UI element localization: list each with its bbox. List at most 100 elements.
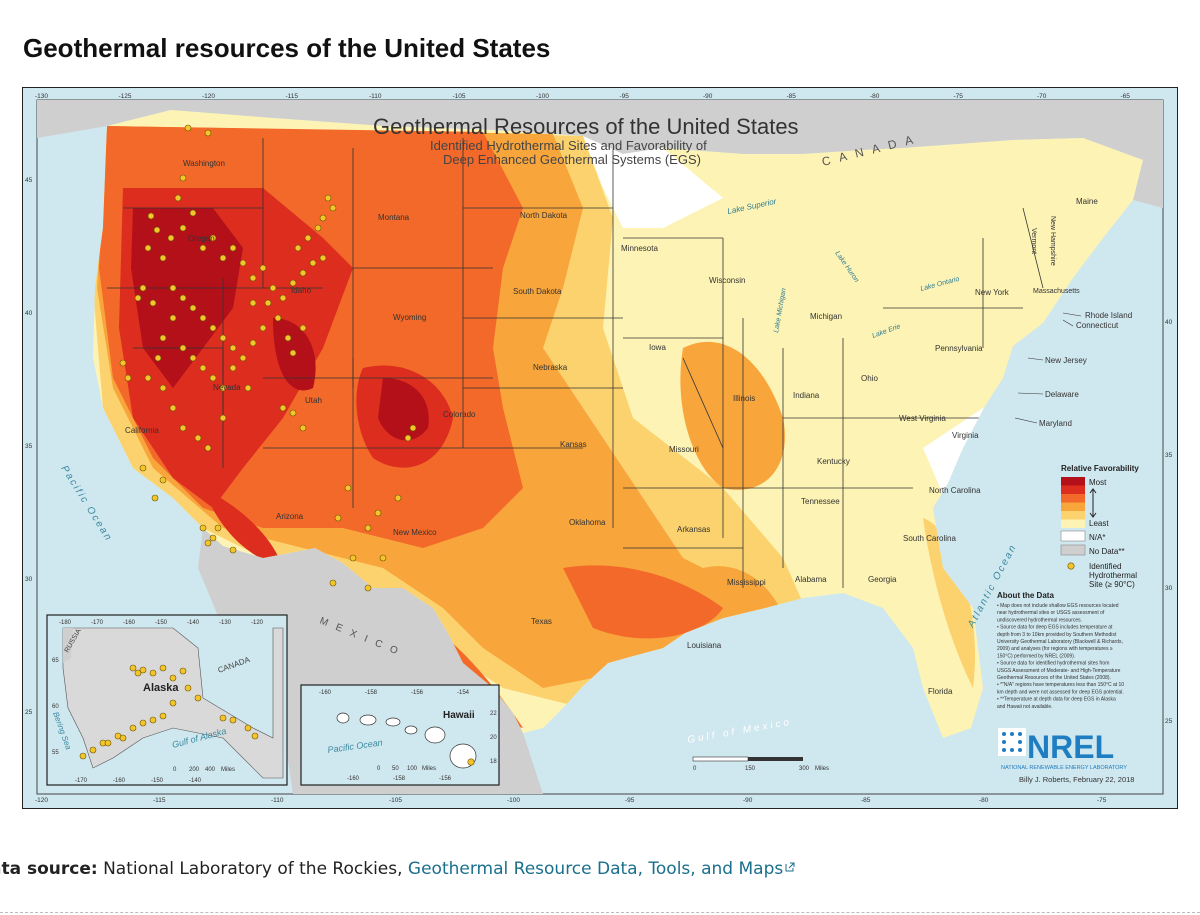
alaska-tick-label: -140: [189, 778, 202, 784]
alaska-site-dot: [251, 732, 259, 740]
alaska-tick-label: -140: [187, 620, 200, 626]
hydrothermal-site-dot: [319, 254, 327, 262]
legend-swatch: [1061, 485, 1085, 494]
hydrothermal-site-dot: [174, 194, 182, 202]
hydrothermal-site-dot: [139, 464, 147, 472]
bottom-tick-label: -115: [153, 797, 166, 804]
state-label: New York: [975, 288, 1010, 297]
alaska-tick-label: 65: [52, 658, 59, 664]
hydrothermal-site-dot: [299, 269, 307, 277]
about-line: • **Temperature at depth data for deep E…: [997, 697, 1116, 703]
hawaii-tick-label: -158: [393, 776, 406, 782]
data-source-text: National Laboratory of the Rockies,: [97, 859, 408, 879]
geothermal-map: Alaska CANADA RUSSIA Bering Sea Gulf of …: [22, 87, 1178, 809]
hydrothermal-site-dot: [154, 354, 162, 362]
hydrothermal-site-dot: [284, 334, 292, 342]
hydrothermal-site-dot: [194, 434, 202, 442]
alaska-site-dot: [89, 746, 97, 754]
alaska-site-dot: [119, 734, 127, 742]
state-label: Washington: [183, 159, 225, 168]
hydrothermal-site-dot: [349, 554, 357, 562]
alaska-site-dot: [159, 712, 167, 720]
about-line: undiscovered hydrothermal resources.: [997, 617, 1082, 623]
hydrothermal-sites: [119, 124, 417, 592]
hydrothermal-site-dot: [144, 374, 152, 382]
hydrothermal-site-dot: [329, 204, 337, 212]
map-title: Geothermal Resources of the United State…: [373, 114, 799, 139]
hydrothermal-site-dot: [364, 524, 372, 532]
legend-swatch: [1061, 477, 1085, 486]
alaska-scale-label: 400: [205, 767, 216, 773]
state-label: Connecticut: [1076, 321, 1119, 330]
bottom-tick-label: -100: [507, 797, 520, 804]
alaska-site-dot: [139, 719, 147, 727]
alaska-tick-label: -150: [151, 778, 164, 784]
state-label: Michigan: [810, 312, 842, 321]
state-label: Iowa: [649, 343, 666, 352]
hydrothermal-site-dot: [169, 284, 177, 292]
state-label: Wisconsin: [709, 276, 745, 285]
left-tick-label: 30: [25, 576, 33, 583]
legend-site-dot: [1067, 562, 1075, 570]
hawaii-scale-label: 0: [377, 766, 381, 772]
alaska-tick-label: -170: [75, 778, 88, 784]
hydrothermal-site-dot: [219, 414, 227, 422]
data-source-line: ata source: National Laboratory of the R…: [0, 859, 795, 879]
hydrothermal-site-dot: [199, 364, 207, 372]
alaska-inset: Alaska CANADA RUSSIA Bering Sea Gulf of …: [46, 614, 288, 786]
hydrothermal-site-dot: [239, 354, 247, 362]
legend-site-1: Identified: [1089, 562, 1121, 571]
data-source-link[interactable]: Geothermal Resource Data, Tools, and Map…: [408, 859, 795, 879]
about-line: • *"N/A" regions have temperatures less …: [997, 682, 1124, 688]
page-title: Geothermal resources of the United State…: [23, 33, 551, 63]
alaska-site-dot: [149, 716, 157, 724]
top-tick-label: -110: [369, 93, 382, 100]
hydrothermal-site-dot: [249, 299, 257, 307]
hydrothermal-site-dot: [229, 364, 237, 372]
left-tick-label: 40: [25, 310, 33, 317]
hydrothermal-site-dot: [179, 174, 187, 182]
state-label: South Carolina: [903, 534, 956, 543]
hydrothermal-site-dot: [179, 344, 187, 352]
about-the-data: About the Data • Map does not include sh…: [997, 591, 1124, 710]
hydrothermal-site-dot: [134, 294, 142, 302]
hydrothermal-site-dot: [379, 554, 387, 562]
top-tick-label: -75: [954, 93, 964, 100]
hawaii-scale-label: 100: [407, 766, 418, 772]
state-labels: Washington Oregon California Nevada Idah…: [125, 159, 1132, 696]
right-tick-label: 30: [1165, 585, 1173, 592]
alaska-tick-label: -160: [123, 620, 136, 626]
hydrothermal-site-dot: [299, 324, 307, 332]
state-label: New Jersey: [1045, 356, 1087, 365]
hydrothermal-site-dot: [294, 244, 302, 252]
hydrothermal-site-dot: [229, 344, 237, 352]
state-label: Illinois: [733, 394, 755, 403]
hawaii-scale-label: 50: [392, 766, 399, 772]
hydrothermal-site-dot: [259, 264, 267, 272]
hydrothermal-site-dot: [189, 354, 197, 362]
hydrothermal-site-dot: [209, 234, 217, 242]
state-label: Texas: [531, 617, 552, 626]
hydrothermal-site-dot: [199, 314, 207, 322]
state-label: Georgia: [868, 575, 897, 584]
bottom-tick-label: -120: [35, 797, 48, 804]
hydrothermal-site-dot: [289, 349, 297, 357]
hydrothermal-site-dot: [404, 434, 412, 442]
scale-0: 0: [693, 766, 697, 772]
hawaii-tick-label: 18: [490, 759, 497, 765]
alaska-site-dot: [169, 674, 177, 682]
about-line: University Geothermal Laboratory (Blackw…: [997, 639, 1123, 645]
state-label: Nebraska: [533, 363, 568, 372]
hydrothermal-site-dot: [409, 424, 417, 432]
state-label: New Mexico: [393, 528, 437, 537]
bottom-tick-label: -80: [979, 797, 989, 804]
hydrothermal-site-dot: [334, 514, 342, 522]
hydrothermal-site-dot: [167, 234, 175, 242]
state-label: Arkansas: [677, 525, 710, 534]
hydrothermal-site-dot: [184, 124, 192, 132]
hydrothermal-site-dot: [219, 384, 227, 392]
nrel-logo: NREL NATIONAL RENEWABLE ENERGY LABORATOR…: [998, 728, 1134, 784]
hydrothermal-site-dot: [329, 579, 337, 587]
state-label: Massachusetts: [1033, 288, 1080, 295]
right-tick-label: 35: [1165, 452, 1173, 459]
